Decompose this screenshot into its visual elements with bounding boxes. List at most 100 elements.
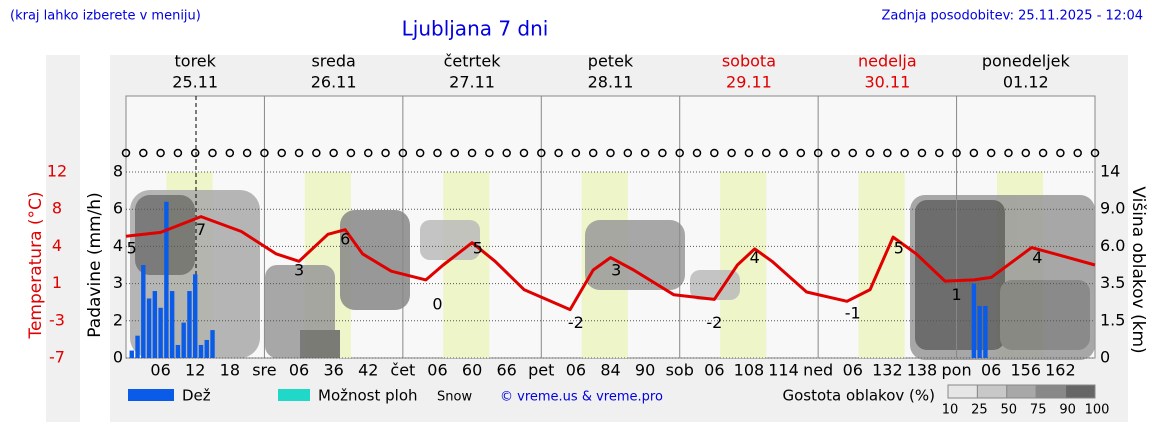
rain-bar <box>204 339 209 358</box>
wind-symbol <box>1056 148 1065 158</box>
temp-label: 6 <box>340 229 350 248</box>
x-tick-label: 60 <box>462 361 482 380</box>
rain-bar <box>983 305 988 358</box>
wind-symbol <box>173 148 183 158</box>
x-tick-label: 84 <box>600 361 620 380</box>
x-tick-label: 06 <box>843 361 863 380</box>
cloud-tick-label: 1.5 <box>1100 310 1125 329</box>
wind-symbol <box>692 148 702 158</box>
temp-label: 0 <box>432 294 442 313</box>
x-tick-label: 162 <box>1045 361 1076 380</box>
wind-symbol <box>1038 148 1048 158</box>
x-tick-label: 66 <box>496 361 516 380</box>
temp-label: 4 <box>1032 248 1042 267</box>
x-tick-label: 06 <box>150 361 170 380</box>
rain-bar <box>135 335 140 358</box>
wind-symbol <box>986 148 996 158</box>
wind-symbol <box>744 148 754 158</box>
precip-tick-label: 0 <box>113 348 123 367</box>
temp-label: -1 <box>845 304 861 323</box>
x-tick-label: ned <box>803 361 833 380</box>
rain-bar <box>193 274 198 358</box>
x-tick-label: 156 <box>1011 361 1042 380</box>
precip-axis-label: Padavine (mm/h) <box>85 192 105 337</box>
wind-symbol <box>121 148 131 158</box>
temp-tick-label: 8 <box>52 199 62 218</box>
credit: © vreme.us & vreme.pro <box>500 390 663 405</box>
precip-tick-label: 4 <box>113 236 123 255</box>
wind-symbol <box>761 148 771 158</box>
showers-legend: Možnost ploh <box>318 387 418 405</box>
wind-symbol <box>606 148 615 158</box>
rain-bar <box>210 330 215 358</box>
cloud-level: 75 <box>1030 403 1047 418</box>
x-tick-label: 06 <box>289 361 309 380</box>
wind-symbol <box>485 148 494 158</box>
rain-bar <box>141 265 146 358</box>
wind-symbol <box>571 148 581 158</box>
temp-label: -2 <box>568 313 584 332</box>
cloud-tick-label: 6.0 <box>1100 236 1125 255</box>
rain-legend: Dež <box>182 387 211 405</box>
x-tick-label: čet <box>390 361 415 380</box>
cloud-level: 50 <box>1001 403 1018 418</box>
wind-symbol <box>225 148 235 158</box>
rain-swatch <box>128 389 174 401</box>
wind-symbol <box>450 148 460 158</box>
cloud-level: 25 <box>971 403 988 418</box>
wind-symbol <box>364 148 373 158</box>
x-tick-label: 06 <box>981 361 1001 380</box>
hint: (kraj lahko izberete v meniju) <box>10 9 201 24</box>
wind-symbol <box>710 148 719 158</box>
cloud-level: 90 <box>1059 403 1076 418</box>
wind-symbol <box>346 148 356 158</box>
wind-symbol <box>433 148 442 158</box>
wind-symbol <box>260 148 269 158</box>
day-date: 26.11 <box>311 73 357 92</box>
day-date: 27.11 <box>449 73 495 92</box>
rain-bar <box>152 291 158 358</box>
x-tick-label: sre <box>252 361 276 380</box>
day-date: 01.12 <box>1003 73 1049 92</box>
wind-symbol <box>831 148 840 158</box>
x-tick-label: 138 <box>907 361 938 380</box>
wind-symbol <box>190 148 200 158</box>
precip-tick-label: 2 <box>113 310 123 329</box>
day-name: torek <box>175 52 217 71</box>
day-name: sreda <box>311 52 355 71</box>
wind-symbol <box>502 148 511 158</box>
temp-label: -2 <box>706 313 722 332</box>
cloud-swatch <box>1035 384 1067 399</box>
temp-tick-label: 4 <box>52 236 62 255</box>
temp-label: 5 <box>894 239 904 258</box>
wind-symbol <box>865 148 875 158</box>
temperature-line <box>125 215 1096 312</box>
cloud-swatch <box>947 384 978 399</box>
day-name: sobota <box>722 52 776 71</box>
wind-symbol <box>935 148 944 158</box>
wind-symbol <box>796 148 806 158</box>
temp-label: 4 <box>750 248 760 267</box>
rain-bar <box>129 350 134 358</box>
x-tick-label: 06 <box>427 361 447 380</box>
wind-symbol <box>467 148 477 158</box>
wind-symbol <box>415 148 425 158</box>
cloud-level: 10 <box>942 403 959 418</box>
wind-symbol <box>294 148 304 158</box>
day-date: 28.11 <box>588 73 634 92</box>
snow-legend: Snow <box>437 390 472 405</box>
wind-symbol <box>900 148 909 158</box>
day-name: četrtek <box>444 52 502 71</box>
wind-symbol <box>208 148 217 158</box>
x-tick-label: 12 <box>185 361 205 380</box>
day-date: 30.11 <box>864 73 910 92</box>
wind-symbol <box>658 148 667 158</box>
cloud-tick-label: 0 <box>1100 348 1110 367</box>
temp-label: 5 <box>127 239 137 258</box>
x-tick-label: sob <box>666 361 694 380</box>
wind-symbol <box>1073 148 1082 158</box>
cloud-tick-label: 3.5 <box>1100 273 1125 292</box>
temp-label: 5 <box>473 239 483 258</box>
x-tick-label: pon <box>942 361 972 380</box>
wind-symbol <box>779 148 788 158</box>
